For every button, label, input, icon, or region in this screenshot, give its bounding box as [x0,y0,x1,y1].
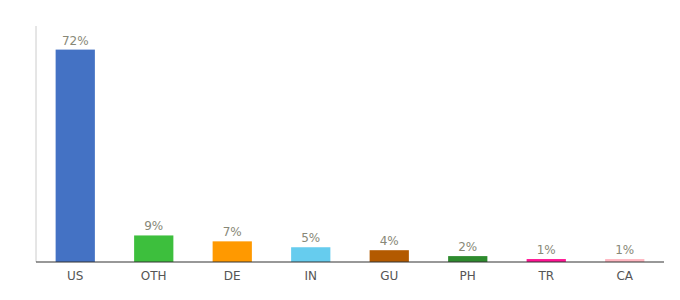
chart-container: 72% 9% 7% 5% 4% 2% 1% 1% US OTH DE IN GU PH TR CA [0,0,680,300]
chart: 72% 9% 7% 5% 4% 2% 1% 1% US OTH DE IN GU PH TR CA [0,0,680,300]
data-label: 2% [458,240,477,254]
x-tick-label: CA [616,269,633,283]
x-tick-label: PH [460,269,476,283]
data-label: 4% [380,234,399,248]
data-label: 1% [537,243,556,257]
data-label: 9% [144,219,163,233]
x-tick-label: IN [304,269,317,283]
x-tick-label: OTH [141,269,167,283]
y-axis-line [36,26,37,262]
data-label: 7% [223,225,242,239]
bar [213,241,252,262]
x-tick-label: DE [224,269,241,283]
bar [134,235,173,262]
x-tick-label: US [67,269,83,283]
x-axis-line [36,261,664,262]
data-label: 1% [615,243,634,257]
bar [56,50,95,262]
bar [291,247,330,262]
bars [56,50,645,262]
data-label: 5% [301,231,320,245]
x-tick-label: TR [537,269,554,283]
x-tick-label: GU [380,269,398,283]
data-label: 72% [62,34,89,48]
bar [370,250,409,262]
bar [448,256,487,262]
